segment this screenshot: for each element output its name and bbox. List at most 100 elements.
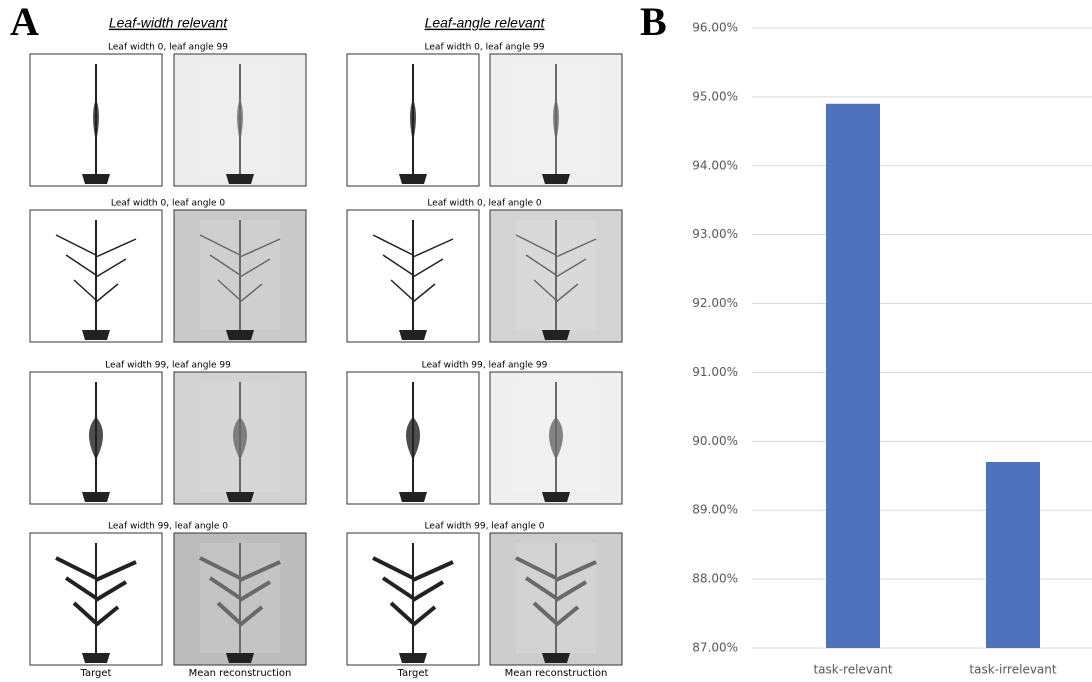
pot bbox=[542, 492, 570, 502]
pot bbox=[82, 330, 110, 340]
leaf bbox=[93, 99, 99, 142]
row-title: Leaf width 99, leaf angle 99 bbox=[105, 361, 231, 371]
leaf bbox=[208, 576, 272, 602]
pot bbox=[542, 330, 570, 340]
y-tick-label: 93.00% bbox=[692, 227, 738, 241]
pot bbox=[226, 492, 254, 502]
leaf bbox=[89, 417, 103, 460]
image-caption: Mean reconstruction bbox=[505, 668, 608, 679]
plant-image bbox=[199, 543, 281, 663]
leaf bbox=[553, 99, 559, 142]
blur bbox=[516, 220, 596, 330]
leaf bbox=[199, 556, 281, 582]
column-title: Leaf-angle relevant bbox=[425, 15, 546, 31]
y-tick-label: 90.00% bbox=[692, 434, 738, 448]
pot bbox=[399, 492, 427, 502]
plant-image bbox=[82, 64, 110, 184]
leaf bbox=[72, 601, 120, 627]
y-tick-label: 87.00% bbox=[692, 641, 738, 655]
pot bbox=[226, 330, 254, 340]
column-title: Leaf-width relevant bbox=[109, 15, 228, 31]
blur bbox=[200, 543, 280, 653]
blur bbox=[200, 382, 280, 492]
leaf bbox=[55, 234, 137, 258]
leaf bbox=[233, 417, 247, 460]
row-title: Leaf width 0, leaf angle 99 bbox=[425, 43, 545, 53]
leaf bbox=[64, 576, 128, 602]
blur bbox=[516, 64, 596, 174]
leaf bbox=[525, 254, 587, 278]
leaf bbox=[406, 417, 420, 460]
row-title: Leaf width 99, leaf angle 0 bbox=[425, 522, 545, 532]
image-caption: Target bbox=[80, 668, 112, 679]
leaf bbox=[390, 279, 436, 303]
row-title: Leaf width 99, leaf angle 99 bbox=[422, 361, 548, 371]
plant-image bbox=[399, 382, 427, 502]
plant-image bbox=[200, 64, 280, 184]
pot bbox=[226, 174, 254, 184]
pot bbox=[82, 174, 110, 184]
leaf bbox=[410, 99, 416, 142]
plant-image bbox=[55, 543, 137, 663]
plant-image bbox=[200, 382, 280, 502]
panel-label: A bbox=[10, 0, 39, 44]
y-tick-label: 94.00% bbox=[692, 158, 738, 172]
blur bbox=[200, 220, 280, 330]
blur bbox=[516, 382, 596, 492]
image-caption: Mean reconstruction bbox=[189, 668, 292, 679]
x-tick-label: task-relevant bbox=[813, 663, 892, 677]
pot bbox=[399, 330, 427, 340]
x-tick-label: task-irrelevant bbox=[969, 663, 1056, 677]
pot bbox=[226, 653, 254, 663]
row-title: Leaf width 0, leaf angle 0 bbox=[427, 199, 541, 209]
plant-image bbox=[55, 220, 137, 340]
leaf bbox=[532, 601, 580, 627]
leaf bbox=[549, 417, 563, 460]
y-tick-label: 92.00% bbox=[692, 296, 738, 310]
plant-image bbox=[515, 543, 597, 663]
leaf bbox=[199, 234, 281, 258]
row-title: Leaf width 0, leaf angle 0 bbox=[111, 199, 225, 209]
plant-image bbox=[82, 382, 110, 502]
row-title: Leaf width 99, leaf angle 0 bbox=[108, 522, 228, 532]
row-title: Leaf width 0, leaf angle 99 bbox=[108, 43, 228, 53]
leaf bbox=[389, 601, 437, 627]
leaf bbox=[381, 576, 445, 602]
blur bbox=[516, 543, 596, 653]
y-tick-label: 91.00% bbox=[692, 365, 738, 379]
plant-image bbox=[372, 220, 454, 340]
y-tick-label: 96.00% bbox=[692, 21, 738, 35]
plant-image bbox=[199, 220, 281, 340]
leaf bbox=[237, 99, 243, 142]
bar bbox=[986, 462, 1040, 648]
leaf bbox=[372, 234, 454, 258]
pot bbox=[82, 653, 110, 663]
plant-image bbox=[516, 382, 596, 502]
leaf bbox=[382, 254, 444, 278]
leaf bbox=[55, 556, 137, 582]
leaf bbox=[372, 556, 454, 582]
pot bbox=[399, 174, 427, 184]
image-caption: Target bbox=[397, 668, 429, 679]
plant-image bbox=[515, 220, 597, 340]
y-tick-label: 88.00% bbox=[692, 572, 738, 586]
leaf bbox=[216, 601, 264, 627]
plant-image bbox=[516, 64, 596, 184]
leaf bbox=[524, 576, 588, 602]
pot bbox=[82, 492, 110, 502]
leaf bbox=[533, 279, 579, 303]
leaf bbox=[515, 556, 597, 582]
plant-image bbox=[399, 64, 427, 184]
panel-label: B bbox=[640, 0, 667, 44]
pot bbox=[542, 653, 570, 663]
leaf bbox=[515, 234, 597, 258]
y-tick-label: 95.00% bbox=[692, 89, 738, 103]
leaf bbox=[65, 254, 127, 278]
plant-image bbox=[372, 543, 454, 663]
pot bbox=[399, 653, 427, 663]
leaf bbox=[217, 279, 263, 303]
leaf bbox=[209, 254, 271, 278]
y-tick-label: 89.00% bbox=[692, 503, 738, 517]
leaf bbox=[73, 279, 119, 303]
